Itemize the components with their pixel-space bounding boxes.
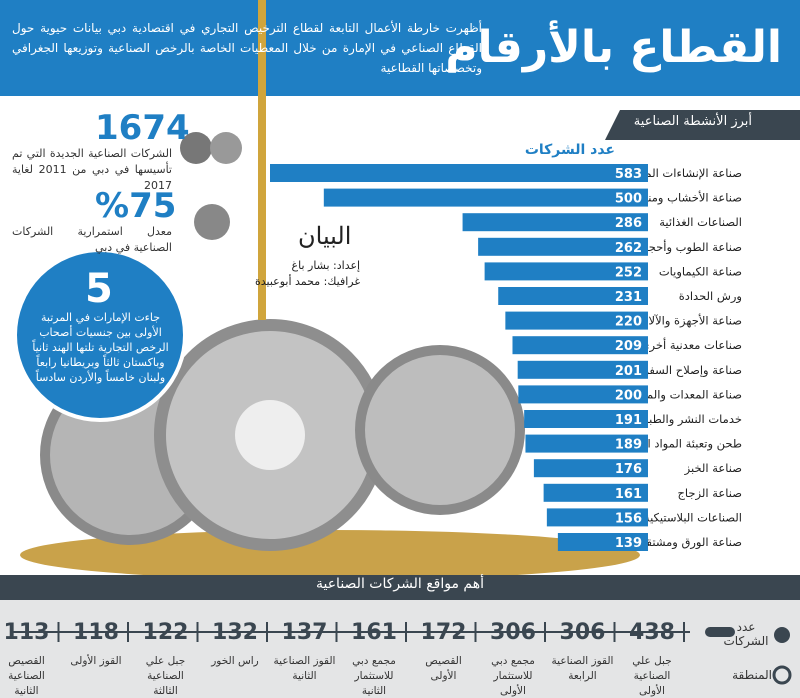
location-count: 137: [281, 620, 328, 645]
bar: [518, 385, 648, 404]
location-name: القوز الأولى: [70, 655, 122, 667]
value-label: 209: [615, 339, 642, 354]
location-count: 113: [3, 620, 50, 645]
stat-text: جاءت الإمارات في المرتبة الأولى بين جنسي…: [32, 311, 169, 384]
bar: [533, 459, 648, 478]
stat-value: 1674: [95, 108, 190, 148]
bar: [517, 360, 648, 379]
stat-value: %75: [95, 186, 177, 226]
value-label: 176: [615, 462, 642, 477]
location-name: راس الخور: [211, 655, 259, 667]
bar: [498, 287, 648, 305]
graphic: غرافيك: محمد أبوعبيدة: [255, 275, 361, 288]
location-name: القصيص الأولى: [425, 655, 462, 682]
category-label: صناعة الإنشاءات المعدنية: [621, 166, 742, 180]
location-count: 438: [629, 620, 675, 645]
location-name: القصيص الصناعية الثانية: [8, 655, 45, 697]
value-label: 583: [615, 167, 642, 182]
category-label: صناعة الزجاج: [677, 486, 742, 501]
category-label: صناعة وإصلاح السفن: [641, 363, 742, 378]
bar: [557, 533, 648, 551]
value-label: 231: [615, 290, 642, 305]
gear: [355, 345, 525, 515]
location-count: 118: [73, 620, 119, 645]
bar: [478, 237, 648, 256]
location-name: جبل علي الصناعية الثالثة: [145, 655, 186, 697]
location-name: مجمع دبي للاستثمار الثانية: [352, 655, 396, 697]
bar: [543, 483, 648, 502]
value-label: 201: [615, 364, 642, 379]
count-label: عدد الشركات: [723, 620, 769, 648]
value-label: 262: [615, 241, 642, 256]
value-label: 286: [615, 216, 642, 231]
stat-text: الشركات الصناعية الجديدة التي تم تأسيسها…: [12, 147, 172, 192]
stat-value: 5: [85, 266, 113, 312]
category-label: ورش الحدادة: [679, 289, 742, 304]
icon: [180, 132, 212, 164]
location-count: 172: [420, 620, 467, 645]
value-title: عدد الشركات: [524, 142, 615, 158]
location-count: 306: [490, 620, 536, 645]
location-count: 161: [351, 620, 397, 645]
oil-stream: [258, 0, 266, 320]
locations-title: أهم مواقع الشركات الصناعية: [315, 576, 485, 592]
location-name: القوز الصناعية الرابعة: [551, 655, 614, 682]
area-icon: [772, 665, 792, 685]
subtitle: أظهرت خارطة الأعمال التابعة لقطاع الترخي…: [12, 21, 482, 75]
value-label: 252: [615, 265, 642, 280]
category-label: الصناعات الغذائية: [659, 215, 742, 229]
gear-hole: [235, 400, 305, 470]
value-label: 156: [615, 511, 642, 526]
bar: [484, 262, 648, 281]
category-label: الصناعات البلاستيكية: [644, 510, 742, 524]
location-count: 306: [559, 620, 606, 645]
category-label: صناعة الورق ومشتقاته: [634, 535, 742, 550]
section-band: [605, 110, 800, 140]
category-label: صناعة الخبز: [684, 461, 742, 476]
highlight-circle: [13, 248, 187, 422]
value-label: 189: [615, 438, 642, 453]
icon: [194, 204, 230, 240]
location-name: جبل علي الصناعية الأولى: [632, 655, 672, 697]
logo: البيان: [298, 222, 352, 250]
bar: [462, 213, 648, 232]
value-label: 191: [615, 413, 642, 428]
value-label: 161: [615, 487, 642, 502]
header-band: [0, 0, 800, 96]
bar: [524, 410, 648, 428]
oil-pool: [20, 530, 640, 580]
location-name: القوز الصناعية الثانية: [273, 655, 336, 682]
bar: [546, 508, 648, 527]
location-count: 132: [212, 620, 258, 645]
credits: إعداد: بشار باغ غرافيك: محمد أبوعبيدة: [255, 258, 360, 290]
value-label: 500: [615, 192, 642, 207]
stat-text: معدل استمرارية الشركات الصناعية في دبي: [12, 225, 172, 254]
bar: [270, 164, 648, 182]
bar: [505, 311, 648, 330]
count-icon: [774, 627, 790, 643]
title: القطاع بالأرقام: [445, 22, 782, 73]
category-label: خدمات النشر والطباعة: [633, 412, 742, 427]
count-icon: [705, 627, 735, 637]
author: إعداد: بشار باغ: [291, 259, 361, 272]
icon: [210, 132, 242, 164]
bar: [512, 336, 648, 355]
bar: [525, 434, 648, 453]
chart-title: أبرز الأنشطة الصناعية: [633, 114, 752, 129]
location-name: مجمع دبي للاستثمار الأولى: [491, 655, 535, 697]
category-label: صناعات معدنية أخرى: [641, 337, 742, 353]
category-label: صناعة الكيماويات: [659, 264, 742, 279]
locations-band: [0, 575, 800, 600]
location-count: 122: [142, 620, 189, 645]
locations-strip: [0, 600, 800, 698]
category-label: صناعة الأجهزة والآلات: [638, 314, 742, 329]
area-label: المنطقة: [732, 668, 772, 682]
value-label: 139: [615, 536, 642, 551]
value-label: 220: [615, 315, 642, 330]
bar: [323, 188, 648, 207]
value-label: 200: [615, 388, 642, 403]
